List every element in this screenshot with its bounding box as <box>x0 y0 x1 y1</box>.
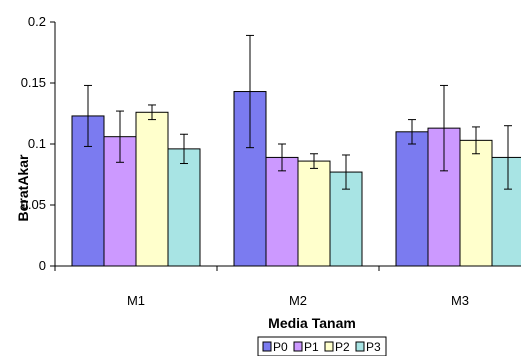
legend-label-p0: P0 <box>273 340 288 354</box>
x-category-label: M3 <box>451 293 469 308</box>
y-tick-label: 0.15 <box>21 75 46 90</box>
y-axis-title: BeratAkar <box>15 154 31 221</box>
y-tick-label: 0.1 <box>28 136 46 151</box>
legend-swatch-p0 <box>263 342 271 351</box>
y-axis: 00.050.10.150.2 <box>21 14 55 273</box>
x-category-label: M2 <box>289 293 307 308</box>
legend-swatch-p1 <box>294 342 302 351</box>
bar-p3-m3 <box>492 157 521 266</box>
legend-swatch-p3 <box>356 342 364 351</box>
legend-label-p2: P2 <box>335 340 350 354</box>
bar-p2-m2 <box>298 161 330 266</box>
x-axis-title: Media Tanam <box>268 315 356 331</box>
legend: P0 P1 P2 P3 <box>258 337 386 356</box>
y-tick-label: 0 <box>39 258 46 273</box>
legend-label-p1: P1 <box>304 340 319 354</box>
y-tick-label: 0.2 <box>28 14 46 29</box>
bar-p0-m3 <box>396 132 428 266</box>
legend-swatch-p2 <box>325 342 333 351</box>
bar-p1-m2 <box>266 157 298 266</box>
x-axis: M1 M2 M3 <box>55 266 521 308</box>
bars-group <box>72 35 521 266</box>
bar-p3-m1 <box>168 149 200 266</box>
bar-p2-m3 <box>460 140 492 266</box>
x-category-label: M1 <box>127 293 145 308</box>
legend-label-p3: P3 <box>366 340 381 354</box>
bar-p2-m1 <box>136 112 168 266</box>
